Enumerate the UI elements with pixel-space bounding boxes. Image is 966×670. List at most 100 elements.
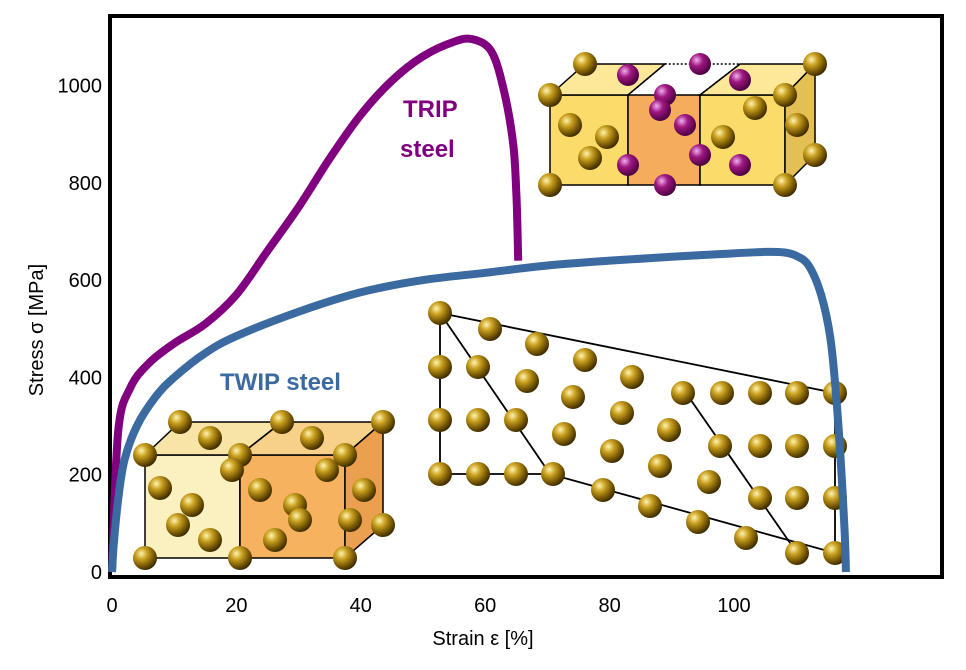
atom-sphere [541,462,565,486]
atom-sphere [600,439,624,463]
atom-sphere [525,332,549,356]
atom-sphere [220,458,244,482]
atom-sphere [573,52,597,76]
x-tick-label: 20 [225,595,247,617]
atom-sphere [428,408,452,432]
atom-sphere [708,434,732,458]
atom-sphere [371,410,395,434]
atom-sphere [689,53,711,75]
twip-label: TWIP steel [220,369,341,396]
x-tick-label: 40 [350,595,372,617]
atom-sphere [689,144,711,166]
atom-sphere [558,113,582,137]
x-tick-label: 60 [474,595,496,617]
atom-sphere [649,99,671,121]
atom-sphere [748,434,772,458]
x-tick-label: 100 [717,595,750,617]
atom-sphere [785,113,809,137]
atom-sphere [428,301,452,325]
atom-sphere [270,410,294,434]
atom-sphere [595,125,619,149]
atom-sphere [657,418,681,442]
atom-sphere [504,462,528,486]
y-axis-label: Stress σ [MPa] [26,264,48,396]
atom-sphere [315,458,339,482]
atom-sphere [538,173,562,197]
atom-sphere [785,434,809,458]
atom-sphere [263,528,287,552]
atom-sphere [538,83,562,107]
atom-sphere [748,381,772,405]
atom-sphere [561,385,585,409]
atom-sphere [478,317,502,341]
atom-sphere [573,348,597,372]
atom-sphere [352,478,376,502]
atom-sphere [371,513,395,537]
atom-sphere [617,154,639,176]
atom-sphere [734,526,758,550]
atom-sphere [300,426,324,450]
atom-sphere [578,146,602,170]
atom-sphere [773,173,797,197]
atom-sphere [333,443,357,467]
atom-sphere [785,541,809,565]
atom-sphere [338,508,362,532]
atom-sphere [785,381,809,405]
trip-label-line1: TRIP [403,96,458,123]
atom-sphere [748,486,772,510]
atom-sphere [773,83,797,107]
atom-sphere [504,408,528,432]
atom-sphere [288,508,312,532]
atom-sphere [686,510,710,534]
atom-sphere [674,114,696,136]
atom-sphere [466,462,490,486]
atom-sphere [620,365,644,389]
atom-sphere [248,478,272,502]
atom-sphere [166,513,190,537]
atom-sphere [515,369,539,393]
x-tick-label: 0 [106,595,117,617]
atom-sphere [228,546,252,570]
atom-spheres [133,52,847,570]
atom-sphere [133,546,157,570]
atom-sphere [711,125,735,149]
atom-sphere [466,355,490,379]
atom-sphere [638,494,662,518]
y-tick-label: 0 [91,562,102,584]
y-tick-label: 400 [69,367,102,389]
atom-sphere [803,52,827,76]
atom-sphere [803,143,827,167]
atom-sphere [729,154,751,176]
y-tick-label: 800 [69,173,102,195]
x-axis-label: Strain ε [%] [432,628,533,650]
atom-sphere [729,69,751,91]
atom-sphere [428,355,452,379]
atom-sphere [710,381,734,405]
atom-sphere [823,541,847,565]
atom-sphere [466,408,490,432]
twip-steel-curve [108,247,850,573]
atom-sphere [168,410,192,434]
trip-steel-curve [108,34,523,573]
y-tick-label: 1000 [58,76,103,98]
atom-sphere [428,462,452,486]
atom-sphere [743,96,767,120]
trip-label-line2: steel [400,136,455,163]
atom-sphere [648,454,672,478]
atom-sphere [610,401,634,425]
atom-sphere [785,486,809,510]
atom-sphere [654,174,676,196]
atom-sphere [697,470,721,494]
y-tick-label: 600 [69,270,102,292]
atom-sphere [333,546,357,570]
atom-sphere [591,478,615,502]
atom-sphere [133,443,157,467]
atom-sphere [552,422,576,446]
atom-sphere [198,528,222,552]
atom-sphere [617,64,639,86]
x-tick-label: 80 [598,595,620,617]
y-tick-label: 200 [69,465,102,487]
atom-sphere [180,493,204,517]
atom-sphere [198,426,222,450]
